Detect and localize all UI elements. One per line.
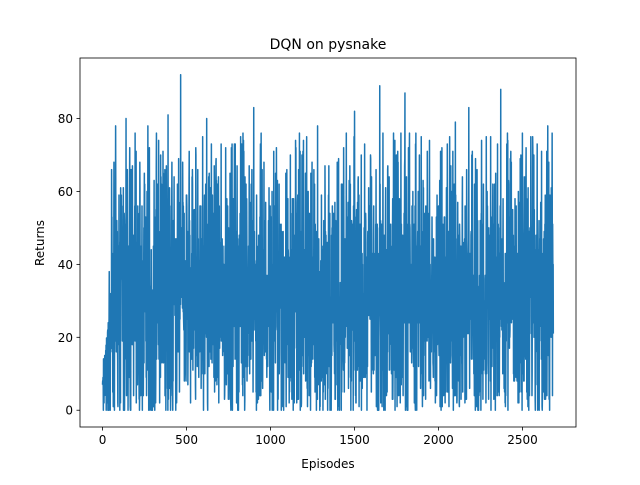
y-tick-label: 40: [58, 258, 73, 272]
x-tick-label: 0: [99, 433, 107, 447]
x-tick-label: 1000: [255, 433, 286, 447]
series-line-returns: [101, 74, 555, 411]
x-tick-label: 2500: [507, 433, 538, 447]
y-tick-label: 0: [65, 404, 73, 418]
y-tick-label: 60: [58, 185, 73, 199]
x-tick-label: 500: [175, 433, 198, 447]
plot-frame: [79, 57, 577, 428]
y-tick-label: 80: [58, 112, 73, 126]
x-axis: 0 500 1000 1500 2000 2500: [99, 427, 538, 447]
chart-title: DQN on pysnake: [270, 37, 387, 53]
y-axis: 0 20 40 60 80: [58, 112, 80, 418]
x-tick-label: 2000: [423, 433, 454, 447]
x-axis-label: Episodes: [301, 457, 354, 471]
x-tick-label: 1500: [339, 433, 370, 447]
y-tick-label: 20: [58, 331, 73, 345]
y-axis-label: Returns: [33, 220, 47, 266]
